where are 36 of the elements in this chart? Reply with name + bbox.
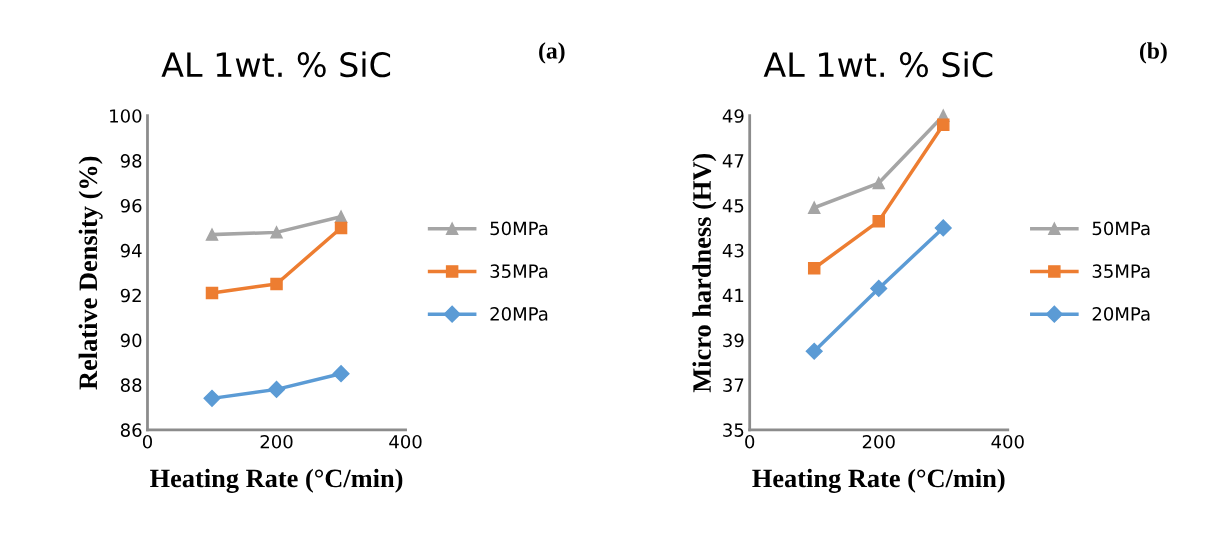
y-tick-label: 45 (722, 199, 744, 213)
y-tick-label: 41 (722, 288, 744, 303)
y-tick-label: 92 (120, 288, 141, 303)
y-axis-title: Micro hardness (HV) (692, 153, 717, 393)
x-axis-title: Heating Rate (°C/min) (752, 468, 1005, 493)
y-tick-label: 47 (722, 154, 744, 168)
legend-label: 20MPa (1092, 307, 1150, 321)
legend-label: 50MPa (490, 221, 548, 236)
chart-title: AL 1wt. % SiC (763, 51, 993, 78)
legend-label: 50MPa (1092, 221, 1150, 236)
x-tick-label: 400 (991, 434, 1024, 449)
x-axis-title: Heating Rate (°C/min) (150, 468, 403, 493)
text: (a) (539, 42, 565, 64)
legend-label: 35MPa (490, 264, 548, 278)
y-tick-label: 96 (120, 198, 142, 213)
y-axis-title: Relative Density (%) (78, 156, 103, 390)
y-tick-label: 90 (120, 333, 142, 348)
x-tick-label: 200 (260, 434, 293, 449)
y-tick-label: 98 (120, 154, 142, 168)
y-tick-label: 86 (120, 423, 142, 437)
text: (b) (1139, 42, 1167, 64)
y-tick-label: 39 (723, 333, 744, 348)
y-tick-label: 49 (722, 109, 744, 123)
y-tick-label: 88 (120, 378, 142, 393)
x-tick-label: 200 (862, 434, 895, 449)
y-tick-label: 94 (120, 243, 142, 258)
y-tick-label: 100 (110, 109, 142, 123)
chart-title: AL 1wt. % SiC (161, 51, 391, 78)
y-tick-label: 35 (723, 423, 744, 437)
y-tick-label: 37 (723, 378, 744, 393)
legend-label: 20MPa (490, 307, 548, 321)
y-tick-label: 43 (722, 243, 744, 258)
x-tick-label: 0 (745, 434, 755, 449)
x-tick-label: 400 (389, 434, 422, 449)
legend-label: 35MPa (1092, 264, 1150, 278)
x-tick-label: 0 (142, 434, 153, 449)
